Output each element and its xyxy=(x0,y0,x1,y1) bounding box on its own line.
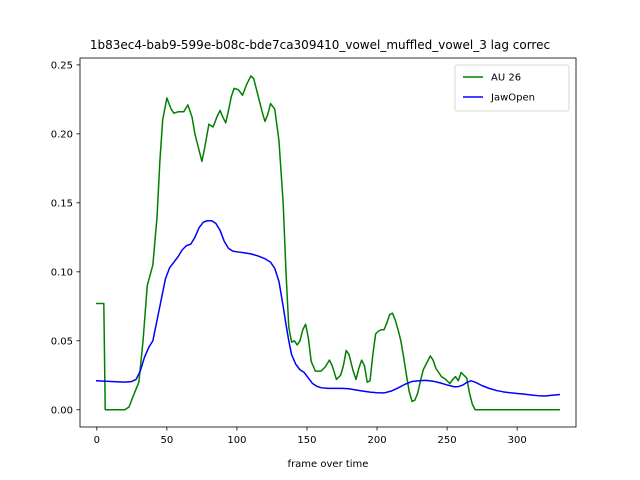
legend-label-1: AU 26 xyxy=(491,73,521,84)
series-line-2 xyxy=(96,220,561,397)
series-line-1 xyxy=(96,75,560,411)
y-tick-label: 0.05 xyxy=(51,336,73,347)
x-axis: 0 50 100 150 200 250 300 xyxy=(94,427,527,446)
legend: AU 26 JawOpen xyxy=(454,64,570,112)
x-tick-label: 250 xyxy=(438,435,457,446)
x-axis-label: frame over time xyxy=(288,459,369,470)
plot-area xyxy=(96,75,561,411)
x-tick-label: 300 xyxy=(508,435,527,446)
x-tick-label: 0 xyxy=(94,435,100,446)
chart-title: 1b83ec4-bab9-599e-b08c-bde7ca309410_vowe… xyxy=(90,38,550,52)
y-tick-label: 0.25 xyxy=(51,60,73,71)
legend-label-2: JawOpen xyxy=(490,93,535,104)
y-tick-label: 0.15 xyxy=(51,198,73,209)
y-axis: 0.00 0.05 0.10 0.15 0.20 0.25 xyxy=(51,60,80,416)
x-tick-label: 100 xyxy=(227,435,246,446)
legend-box xyxy=(454,64,570,112)
x-tick-label: 50 xyxy=(161,435,174,446)
y-tick-label: 0.20 xyxy=(51,129,73,140)
y-tick-label: 0.10 xyxy=(51,267,73,278)
plot-frame xyxy=(79,57,577,428)
y-tick-label: 0.00 xyxy=(51,405,73,416)
x-tick-label: 200 xyxy=(367,435,386,446)
x-tick-label: 150 xyxy=(297,435,316,446)
